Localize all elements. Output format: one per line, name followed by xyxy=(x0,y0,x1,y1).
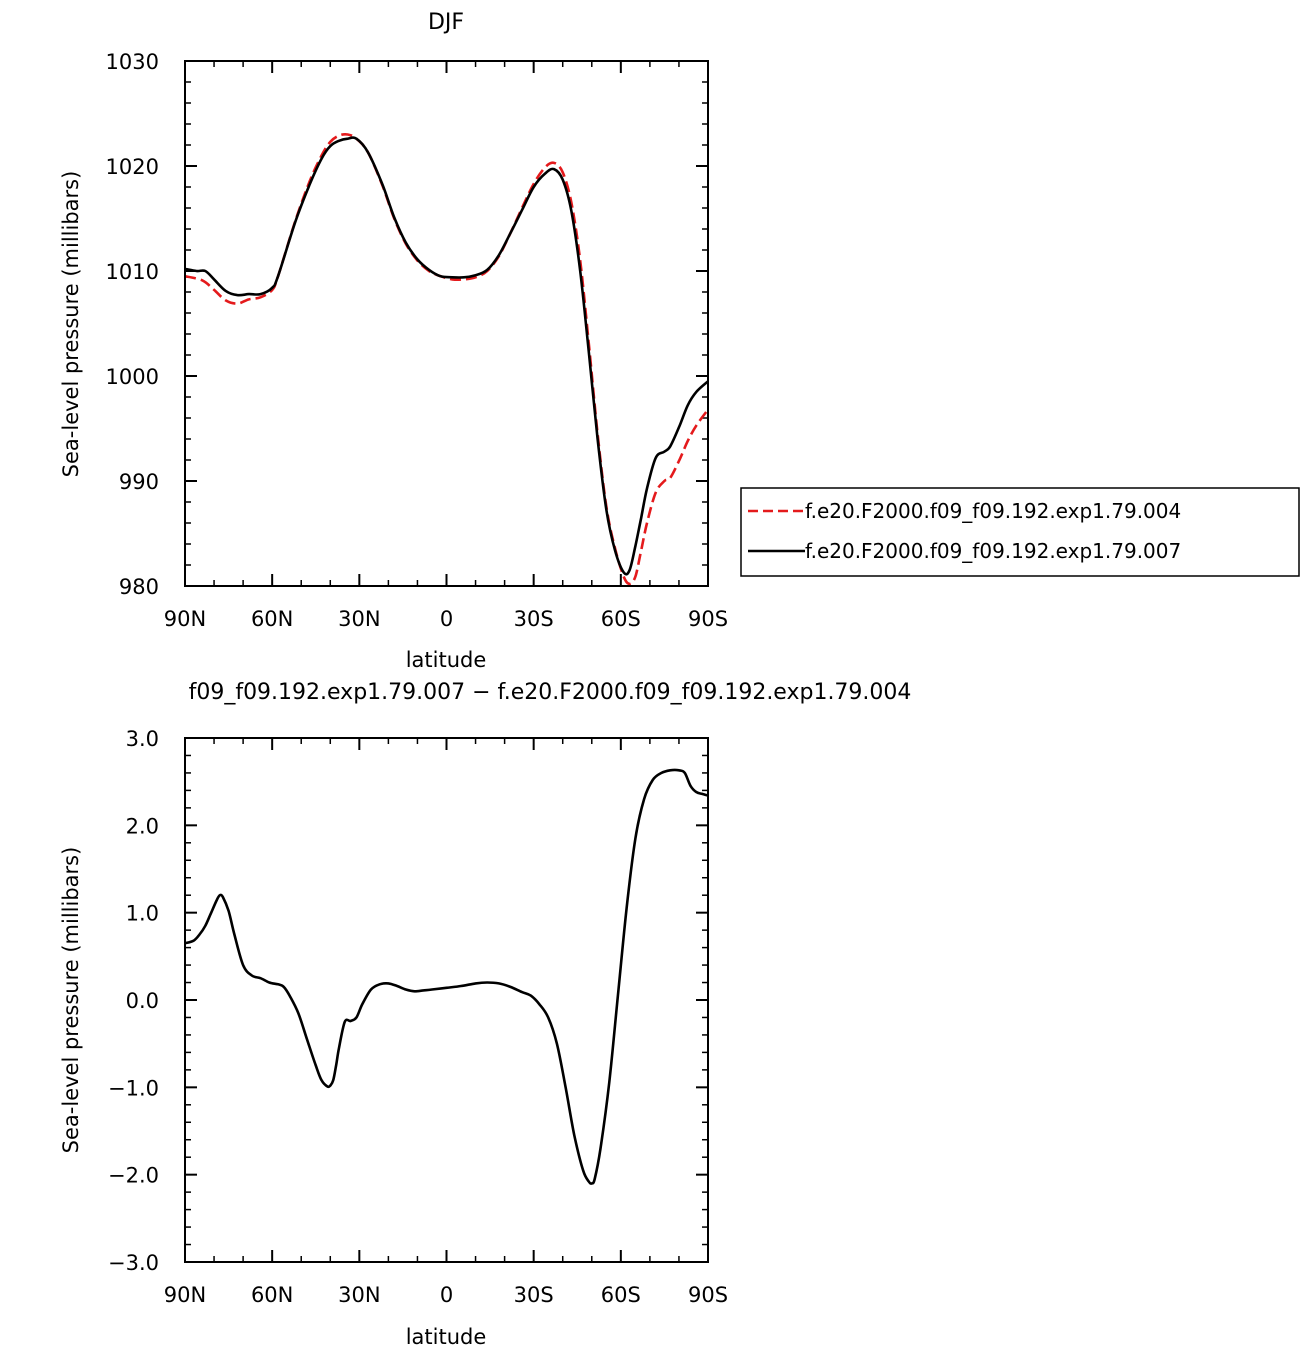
bottom-ytick-label: 2.0 xyxy=(126,814,159,838)
bottom-xtick-label: 30S xyxy=(514,1283,554,1307)
bottom-ytick-label: −2.0 xyxy=(108,1164,159,1188)
top-chart-ylabel: Sea-level pressure (millibars) xyxy=(59,171,83,478)
top-xtick-label: 0 xyxy=(440,607,453,631)
bottom-ytick-label: 1.0 xyxy=(126,902,159,926)
top-chart-xlabel: latitude xyxy=(406,648,487,672)
top-ytick-label: 980 xyxy=(119,575,159,599)
bottom-ytick-label: 0.0 xyxy=(126,989,159,1013)
legend-label-series-2: f.e20.F2000.f09_f09.192.exp1.79.007 xyxy=(805,539,1181,563)
legend-box xyxy=(740,487,1300,577)
bottom-xtick-label: 30N xyxy=(338,1283,380,1307)
bottom-xtick-label: 90N xyxy=(164,1283,206,1307)
bottom-chart-lines xyxy=(184,768,709,1185)
bottom-ytick-label: −1.0 xyxy=(108,1076,159,1100)
bottom-ytick-label: −3.0 xyxy=(108,1251,159,1275)
bottom-xtick-label: 0 xyxy=(440,1283,453,1307)
legend-label-series-1: f.e20.F2000.f09_f09.192.exp1.79.004 xyxy=(805,499,1181,523)
top-ytick-label: 1000 xyxy=(106,365,159,389)
top-ytick-label: 990 xyxy=(119,470,159,494)
top-xtick-label: 90N xyxy=(164,607,206,631)
top-chart-title: DJF xyxy=(428,10,464,35)
top-xtick-label: 30S xyxy=(514,607,554,631)
top-xtick-label: 60N xyxy=(251,607,293,631)
top-chart-lines xyxy=(184,132,710,586)
top-xtick-label: 60S xyxy=(601,607,641,631)
bottom-xtick-label: 60N xyxy=(251,1283,293,1307)
bottom-chart-ylabel: Sea-level pressure (millibars) xyxy=(59,847,83,1154)
legend: f.e20.F2000.f09_f09.192.exp1.79.004 f.e2… xyxy=(740,487,1300,577)
top-series-line-2 xyxy=(184,136,709,576)
top-xtick-label: 30N xyxy=(338,607,380,631)
bottom-chart-frame xyxy=(184,737,709,1263)
bottom-chart-xlabel: latitude xyxy=(406,1325,487,1349)
bottom-xtick-label: 60S xyxy=(601,1283,641,1307)
top-chart-frame xyxy=(184,60,709,587)
top-xtick-label: 90S xyxy=(688,607,728,631)
top-ytick-label: 1020 xyxy=(106,155,159,179)
bottom-xtick-label: 90S xyxy=(688,1283,728,1307)
bottom-series-line-1 xyxy=(184,768,709,1185)
top-chart: DJF Sea-level pressure (millibars) latit… xyxy=(59,10,1300,672)
top-ytick-label: 1030 xyxy=(106,50,159,74)
top-ytick-label: 1010 xyxy=(106,260,159,284)
bottom-ytick-label: 3.0 xyxy=(126,727,159,751)
bottom-chart-ticks: −3.0 −2.0 −1.0 0.0 1.0 2.0 3.0 90N 60N 30N 0 30S 60S… xyxy=(108,727,728,1307)
top-series-line-1 xyxy=(184,132,710,586)
bottom-chart-title: f09_f09.192.exp1.79.007 − f.e20.F2000.f0… xyxy=(189,680,912,705)
bottom-chart: f09_f09.192.exp1.79.007 − f.e20.F2000.f0… xyxy=(59,680,911,1349)
top-chart-ticks: 980 990 1000 1010 1020 1030 90N 60N 30N 0 30S 60S 90… xyxy=(106,50,728,631)
